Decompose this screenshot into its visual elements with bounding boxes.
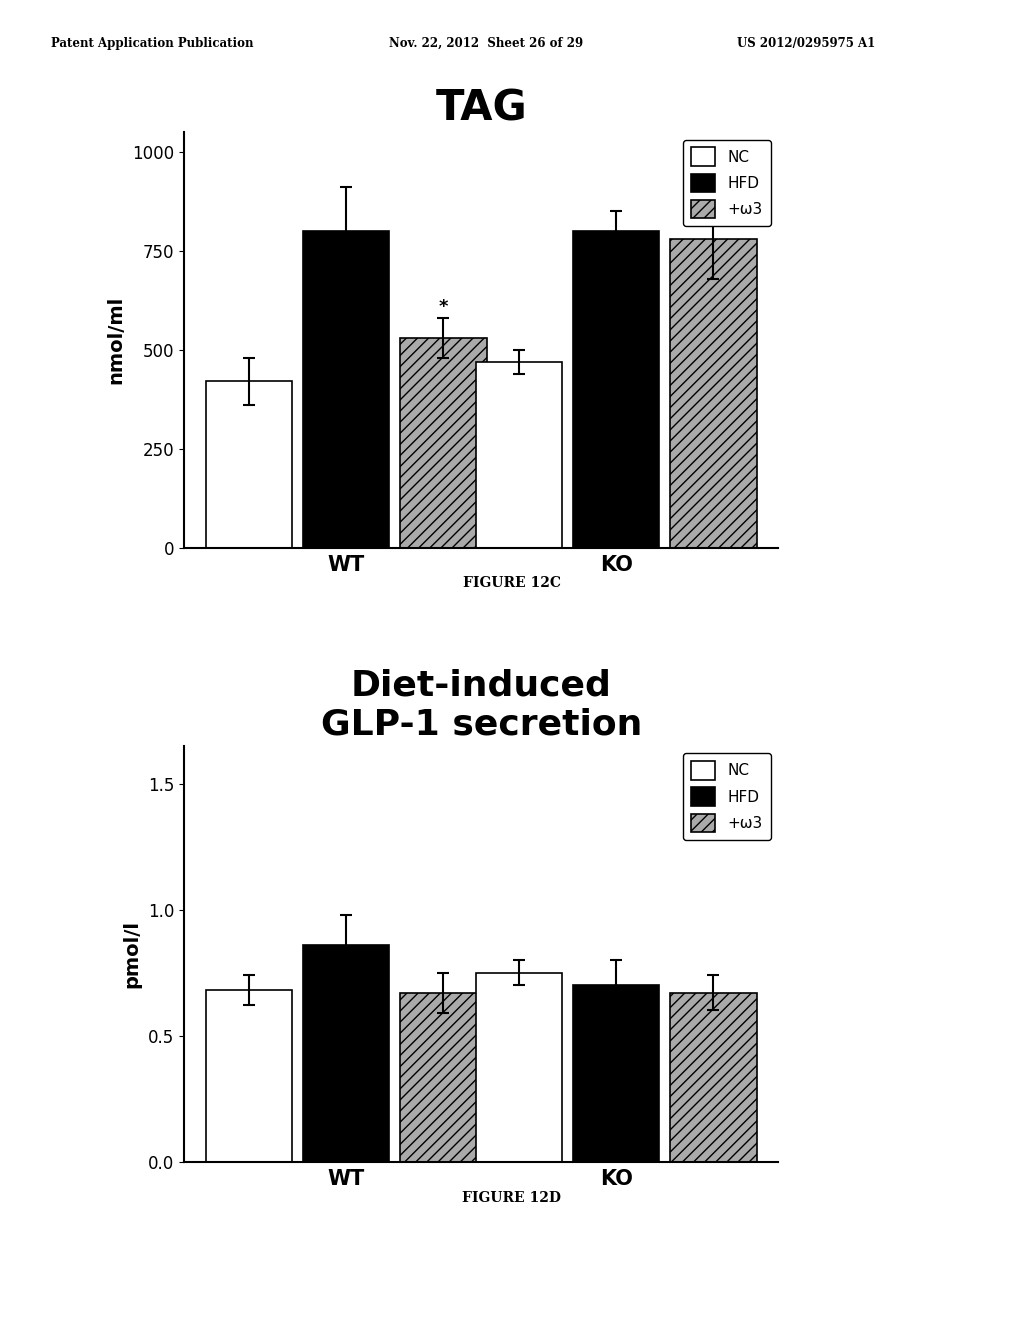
Bar bbox=[671, 993, 757, 1162]
Text: FIGURE 12D: FIGURE 12D bbox=[463, 1191, 561, 1205]
Bar bbox=[573, 231, 659, 548]
Legend: NC, HFD, +ω3: NC, HFD, +ω3 bbox=[683, 754, 771, 840]
Y-axis label: pmol/l: pmol/l bbox=[122, 920, 141, 987]
Title: Diet-induced
GLP-1 secretion: Diet-induced GLP-1 secretion bbox=[321, 668, 642, 742]
Text: *: * bbox=[438, 298, 449, 317]
Text: Nov. 22, 2012  Sheet 26 of 29: Nov. 22, 2012 Sheet 26 of 29 bbox=[389, 37, 584, 50]
Bar bbox=[400, 993, 486, 1162]
Bar bbox=[476, 973, 562, 1162]
Bar bbox=[206, 381, 292, 548]
Bar bbox=[671, 239, 757, 548]
Bar bbox=[573, 985, 659, 1162]
Bar bbox=[206, 990, 292, 1162]
Text: US 2012/0295975 A1: US 2012/0295975 A1 bbox=[737, 37, 876, 50]
Bar bbox=[303, 945, 389, 1162]
Bar bbox=[476, 362, 562, 548]
Bar bbox=[303, 231, 389, 548]
Bar bbox=[400, 338, 486, 548]
Title: TAG: TAG bbox=[435, 88, 527, 129]
Legend: NC, HFD, +ω3: NC, HFD, +ω3 bbox=[683, 140, 771, 226]
Text: Patent Application Publication: Patent Application Publication bbox=[51, 37, 254, 50]
Text: FIGURE 12C: FIGURE 12C bbox=[463, 576, 561, 590]
Y-axis label: nmol/ml: nmol/ml bbox=[106, 296, 126, 384]
